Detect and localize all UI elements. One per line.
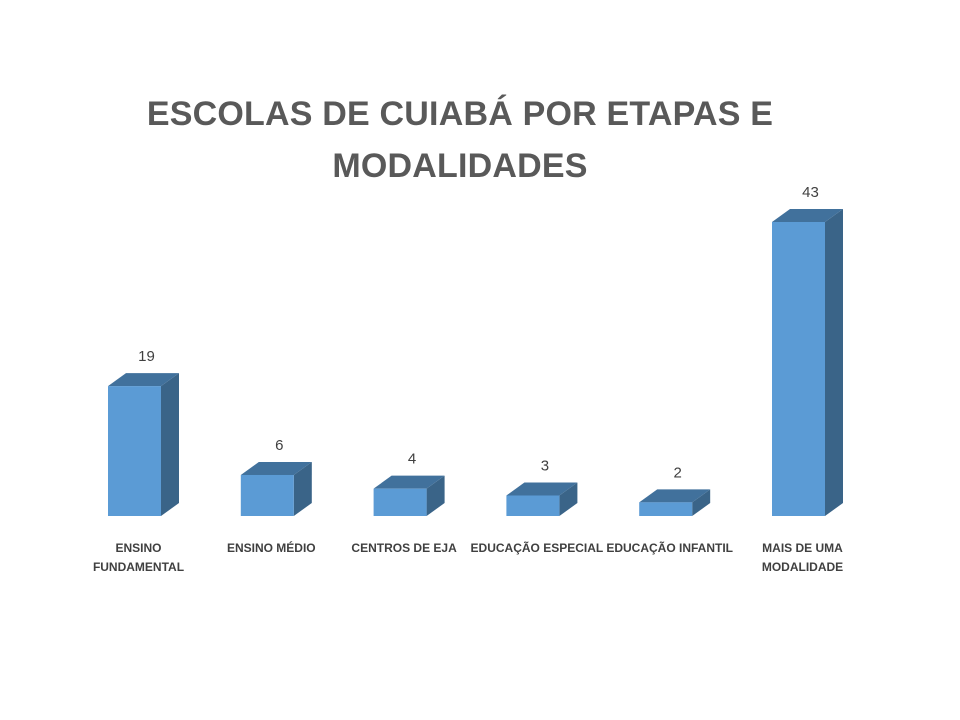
bar-front	[240, 474, 294, 516]
bar-side	[161, 373, 179, 516]
category-label: EDUCAÇÃO INFANTIL	[606, 541, 734, 555]
data-label: 2	[674, 464, 682, 481]
bar-top	[639, 489, 711, 503]
bar	[639, 489, 711, 516]
bar-front	[108, 386, 161, 516]
bar-top	[373, 475, 445, 489]
bar	[772, 209, 843, 516]
bar-side	[559, 482, 578, 516]
bar-front	[639, 502, 693, 516]
bar-top	[240, 461, 312, 475]
category-label: EDUCAÇÃO ESPECIAL	[470, 541, 604, 555]
bar	[108, 373, 179, 516]
category-label: MAIS DE UMA MODALIDADE	[761, 541, 844, 574]
bar-side	[825, 209, 843, 516]
category-label: ENSINO FUNDAMENTAL	[92, 541, 185, 574]
bar-top	[108, 373, 179, 387]
bar-side	[692, 489, 711, 516]
data-label: 6	[275, 437, 283, 454]
bars-layer	[108, 209, 843, 516]
bar-top	[772, 209, 843, 222]
data-label: 4	[408, 451, 416, 468]
chart-title: ESCOLAS DE CUIABÁ POR ETAPAS E MODALIDAD…	[146, 95, 774, 185]
bar	[373, 475, 445, 516]
bar-front	[506, 495, 560, 516]
bar-front	[373, 488, 427, 516]
bar-side	[293, 461, 312, 516]
data-label: 43	[802, 184, 819, 201]
bar-top	[506, 482, 578, 496]
category-label: ENSINO MÉDIO	[226, 541, 316, 555]
data-label: 3	[541, 457, 549, 474]
data-label: 19	[138, 348, 155, 365]
bar	[506, 482, 578, 516]
bar-side	[426, 475, 445, 516]
bar-front	[772, 222, 825, 516]
category-label: CENTROS DE EJA	[351, 541, 457, 555]
bar	[240, 461, 312, 516]
